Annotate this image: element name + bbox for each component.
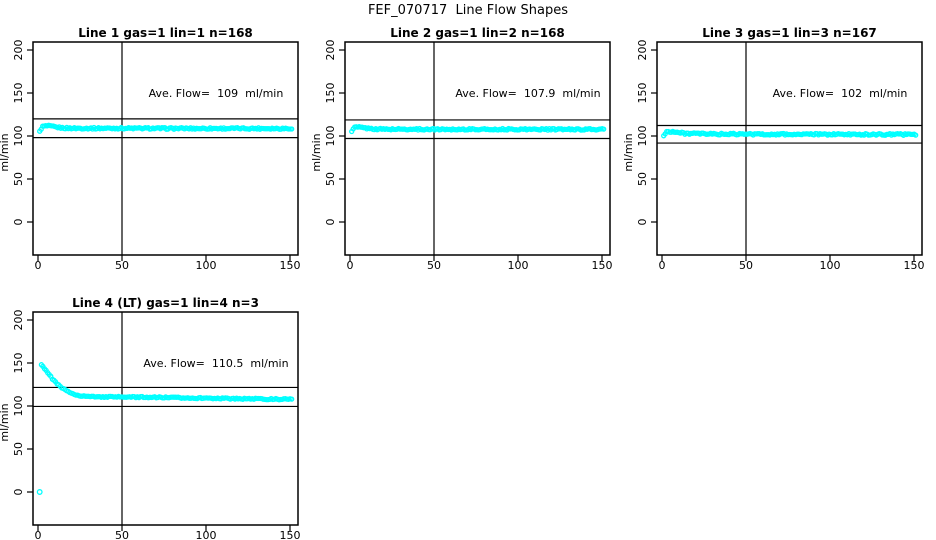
reference-lines <box>345 42 610 255</box>
y-tick-label: 50 <box>636 172 649 186</box>
annotation-ave-flow: Ave. Flow= 109 ml/min <box>149 87 284 100</box>
figure-title: FEF_070717 Line Flow Shapes <box>367 3 569 18</box>
y-axis-label: ml/min <box>0 403 11 441</box>
panel-3: Line 3 gas=1 lin=3 n=167 Ave. Flow= 102 m… <box>622 26 936 274</box>
panel-2: Line 2 gas=1 lin=2 n=168 Ave. Flow= 107.9… <box>310 26 624 274</box>
x-tick-label: 100 <box>820 259 841 270</box>
y-tick-label: 200 <box>12 310 25 331</box>
y-tick-label: 150 <box>324 83 337 104</box>
y-tick-label: 50 <box>12 442 25 456</box>
y-tick-label: 0 <box>12 489 25 496</box>
x-tick-label: 0 <box>35 529 42 540</box>
x-tick-label: 0 <box>347 259 354 270</box>
y-tick-label: 100 <box>324 126 337 147</box>
x-tick-label: 50 <box>115 259 129 270</box>
panel-4: Line 4 (LT) gas=1 lin=4 n=3 Ave. Flow= 11… <box>0 296 312 540</box>
y-tick-label: 100 <box>12 396 25 417</box>
panel-3-chart: Line 3 gas=1 lin=3 n=167 Ave. Flow= 102 m… <box>622 26 925 272</box>
y-axis: 0 50 100 150 200 ml/min <box>622 40 657 226</box>
y-tick-label: 50 <box>12 172 25 186</box>
annotation-ave-flow: Ave. Flow= 107.9 ml/min <box>455 87 600 100</box>
reference-lines <box>33 312 298 525</box>
y-tick-label: 0 <box>12 219 25 226</box>
y-tick-label: 150 <box>12 353 25 374</box>
x-tick-label: 150 <box>904 259 925 270</box>
x-axis: 0 50 100 150 <box>347 255 613 272</box>
panel-2-chart: Line 2 gas=1 lin=2 n=168 Ave. Flow= 107.9… <box>310 26 613 272</box>
y-tick-label: 50 <box>324 172 337 186</box>
x-tick-label: 100 <box>196 259 217 270</box>
y-tick-label: 200 <box>636 40 649 61</box>
panel-title: Line 1 gas=1 lin=1 n=168 <box>78 27 253 40</box>
series-points <box>37 122 295 134</box>
x-tick-label: 50 <box>427 259 441 270</box>
y-tick-label: 200 <box>12 40 25 61</box>
x-axis: 0 50 100 150 <box>659 255 925 272</box>
x-tick-label: 100 <box>196 529 217 540</box>
x-tick-label: 150 <box>280 259 301 270</box>
reference-lines <box>657 42 922 255</box>
panel-title: Line 2 gas=1 lin=2 n=168 <box>390 27 565 40</box>
outlier-point <box>36 489 43 495</box>
annotation-ave-flow: Ave. Flow= 102 ml/min <box>773 87 908 100</box>
panel-title: Line 3 gas=1 lin=3 n=167 <box>702 27 877 40</box>
x-tick-label: 50 <box>739 259 753 270</box>
x-tick-label: 0 <box>35 259 42 270</box>
panel-4-chart: Line 4 (LT) gas=1 lin=4 n=3 Ave. Flow= 11… <box>0 296 301 540</box>
x-tick-label: 150 <box>280 529 301 540</box>
y-axis: 0 50 100 150 200 ml/min <box>0 40 33 226</box>
plot-box <box>344 41 611 256</box>
y-tick-label: 100 <box>12 126 25 147</box>
y-axis-label: ml/min <box>312 133 323 171</box>
series-points <box>661 128 919 139</box>
y-axis-label: ml/min <box>624 133 635 171</box>
plot-box <box>32 311 299 526</box>
x-tick-label: 0 <box>659 259 666 270</box>
series-points <box>36 362 295 495</box>
panel-1-chart: Line 1 gas=1 lin=1 n=168 Ave. Flow= 109 m… <box>0 26 301 272</box>
x-tick-label: 100 <box>508 259 529 270</box>
x-axis: 0 50 100 150 <box>35 525 301 540</box>
panel-title: Line 4 (LT) gas=1 lin=4 n=3 <box>72 297 259 310</box>
x-axis: 0 50 100 150 <box>35 255 301 272</box>
y-tick-label: 200 <box>324 40 337 61</box>
y-tick-label: 0 <box>324 219 337 226</box>
y-tick-label: 150 <box>12 83 25 104</box>
x-tick-label: 150 <box>592 259 613 270</box>
plot-box <box>656 41 923 256</box>
x-tick-label: 50 <box>115 529 129 540</box>
panel-1: Line 1 gas=1 lin=1 n=168 Ave. Flow= 109 m… <box>0 26 312 274</box>
annotation-ave-flow: Ave. Flow= 110.5 ml/min <box>143 357 288 370</box>
y-axis: 0 50 100 150 200 ml/min <box>310 40 345 226</box>
y-tick-label: 100 <box>636 126 649 147</box>
reference-lines <box>33 42 298 255</box>
series-points <box>349 123 607 135</box>
plot-box <box>32 41 299 256</box>
y-axis-label: ml/min <box>0 133 11 171</box>
y-tick-label: 150 <box>636 83 649 104</box>
y-tick-label: 0 <box>636 219 649 226</box>
y-axis: 0 50 100 150 200 ml/min <box>0 310 33 496</box>
